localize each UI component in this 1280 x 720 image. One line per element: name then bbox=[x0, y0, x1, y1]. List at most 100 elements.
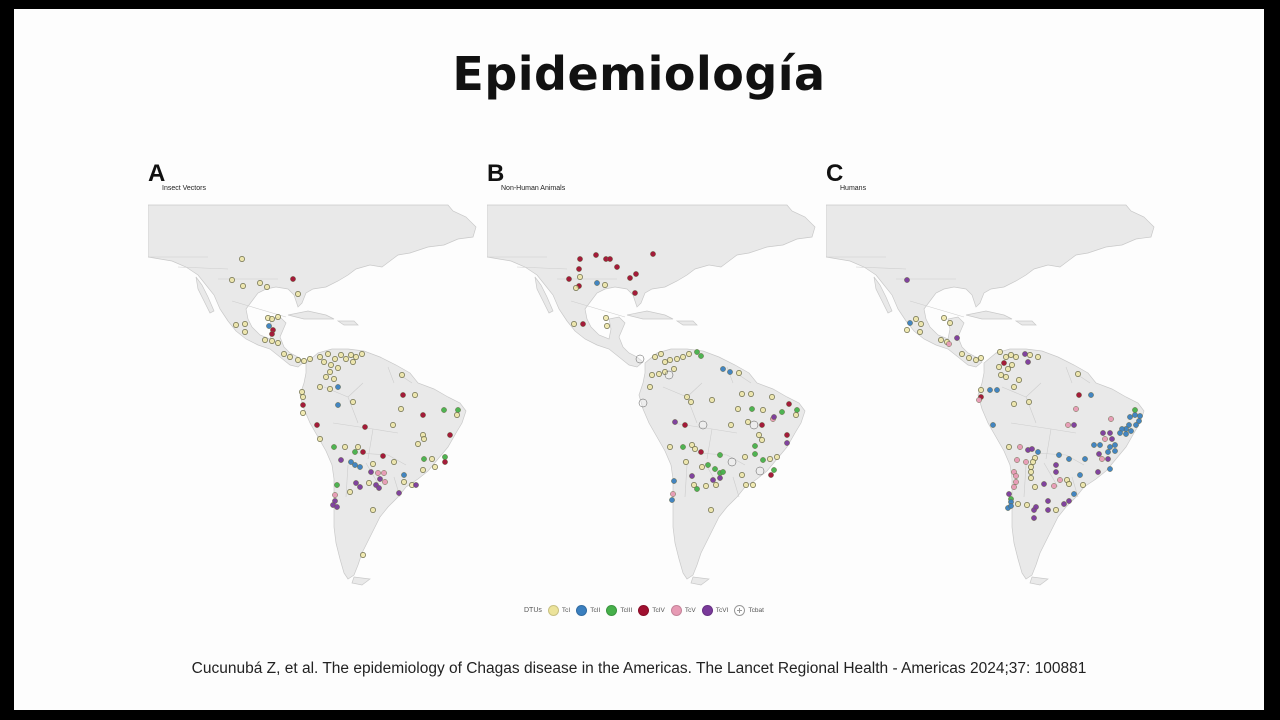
data-point-tciv bbox=[632, 290, 638, 296]
data-point-tcv bbox=[976, 397, 982, 403]
slide: Epidemiología A Insect Vectors B Non-Hum… bbox=[14, 9, 1264, 710]
data-point-tci bbox=[978, 355, 984, 361]
data-point-tci bbox=[269, 316, 275, 322]
data-point-tci bbox=[1011, 384, 1017, 390]
data-point-tcvi bbox=[1100, 430, 1106, 436]
data-point-tcvi bbox=[357, 484, 363, 490]
data-point-tcii bbox=[1097, 442, 1103, 448]
data-point-tci bbox=[736, 370, 742, 376]
data-point-tci bbox=[1024, 502, 1030, 508]
data-point-tciv bbox=[300, 402, 306, 408]
data-point-tciv bbox=[1001, 360, 1007, 366]
data-point-tcv bbox=[1102, 436, 1108, 442]
data-point-tci bbox=[242, 321, 248, 327]
data-point-tciii bbox=[694, 349, 700, 355]
data-point-tci bbox=[769, 394, 775, 400]
data-point-tci bbox=[742, 454, 748, 460]
data-point-tciv bbox=[447, 432, 453, 438]
data-point-tciii bbox=[694, 486, 700, 492]
country-border bbox=[855, 266, 907, 270]
data-point-tciii bbox=[712, 466, 718, 472]
data-point-tcvi bbox=[1096, 451, 1102, 457]
data-point-tcii bbox=[1066, 456, 1072, 462]
landmass bbox=[487, 204, 816, 368]
data-point-tcii bbox=[720, 366, 726, 372]
data-point-tci bbox=[904, 327, 910, 333]
data-point-tci bbox=[1080, 482, 1086, 488]
data-point-tci bbox=[1028, 475, 1034, 481]
data-point-tci bbox=[295, 357, 301, 363]
data-point-tci bbox=[281, 351, 287, 357]
data-point-tcvi bbox=[1109, 436, 1115, 442]
data-point-tci bbox=[1009, 362, 1015, 368]
data-point-tci bbox=[390, 422, 396, 428]
country-border bbox=[726, 366, 734, 384]
data-point-tci bbox=[573, 285, 579, 291]
legend-item-tciv: TcIV bbox=[638, 604, 665, 616]
data-point-tcv bbox=[375, 470, 381, 476]
data-point-tci bbox=[667, 357, 673, 363]
data-point-tcii bbox=[1077, 472, 1083, 478]
data-point-tcii bbox=[266, 323, 272, 329]
legend-item-tcii: TcII bbox=[576, 604, 600, 616]
legend-swatch-crosshair-icon bbox=[734, 604, 746, 616]
data-point-tci bbox=[391, 459, 397, 465]
data-point-tciii bbox=[352, 449, 358, 455]
data-point-tcvi bbox=[1107, 430, 1113, 436]
data-point-tci bbox=[327, 386, 333, 392]
data-point-tcv bbox=[1013, 473, 1019, 479]
data-point-tci bbox=[571, 321, 577, 327]
data-point-tci bbox=[1008, 352, 1014, 358]
data-point-tci bbox=[602, 282, 608, 288]
country-border bbox=[367, 428, 374, 460]
data-point-tci bbox=[348, 352, 354, 358]
map-panel-insect-vectors: A Insect Vectors bbox=[148, 162, 488, 592]
data-point-tciv bbox=[614, 264, 620, 270]
data-point-tci bbox=[1028, 464, 1034, 470]
data-point-tcvi bbox=[1053, 469, 1059, 475]
data-point-tci bbox=[756, 432, 762, 438]
data-point-tciii bbox=[760, 457, 766, 463]
country-border bbox=[1065, 366, 1073, 384]
data-point-tci bbox=[703, 483, 709, 489]
data-point-tci bbox=[269, 338, 275, 344]
legend-swatch bbox=[547, 604, 559, 616]
data-point-tcii bbox=[987, 387, 993, 393]
legend-item-tciii: TcIII bbox=[606, 604, 632, 616]
americas-map bbox=[148, 204, 477, 586]
data-point-tcv bbox=[1013, 479, 1019, 485]
citation: Cucunubá Z, et al. The epidemiology of C… bbox=[191, 660, 1087, 677]
data-point-tci bbox=[242, 329, 248, 335]
dtu-legend: DTUs TcI TcII TcIII TcIV TcV TcVI Tcbat bbox=[524, 602, 770, 618]
data-point-tci bbox=[760, 407, 766, 413]
data-point-tcvi bbox=[689, 473, 695, 479]
data-point-tci bbox=[774, 454, 780, 460]
data-point-tcvi bbox=[784, 440, 790, 446]
data-point-tci bbox=[359, 351, 365, 357]
data-point-tcii bbox=[727, 369, 733, 375]
data-point-tci bbox=[674, 356, 680, 362]
data-point-tcv bbox=[1108, 416, 1114, 422]
data-point-tciii bbox=[1132, 407, 1138, 413]
data-point-tci bbox=[355, 444, 361, 450]
data-point-tci bbox=[688, 399, 694, 405]
data-point-tci bbox=[1003, 374, 1009, 380]
data-point-tci bbox=[1075, 371, 1081, 377]
legend-item-tci: TcI bbox=[547, 604, 570, 616]
data-point-tcvi bbox=[1025, 359, 1031, 365]
data-point-tci bbox=[973, 357, 979, 363]
legend-swatch bbox=[670, 604, 682, 616]
legend-item-tcv: TcV bbox=[670, 604, 696, 616]
data-point-tci bbox=[996, 364, 1002, 370]
data-point-tci bbox=[603, 315, 609, 321]
data-point-tci bbox=[257, 280, 263, 286]
landmass bbox=[336, 320, 359, 326]
country-border bbox=[387, 366, 395, 384]
data-point-tciv bbox=[784, 432, 790, 438]
data-point-tci bbox=[966, 355, 972, 361]
data-point-tciv bbox=[698, 449, 704, 455]
data-point-tcii bbox=[1088, 392, 1094, 398]
data-point-tcii bbox=[1117, 430, 1123, 436]
data-point-tcii bbox=[1112, 442, 1118, 448]
data-point-tci bbox=[275, 314, 281, 320]
